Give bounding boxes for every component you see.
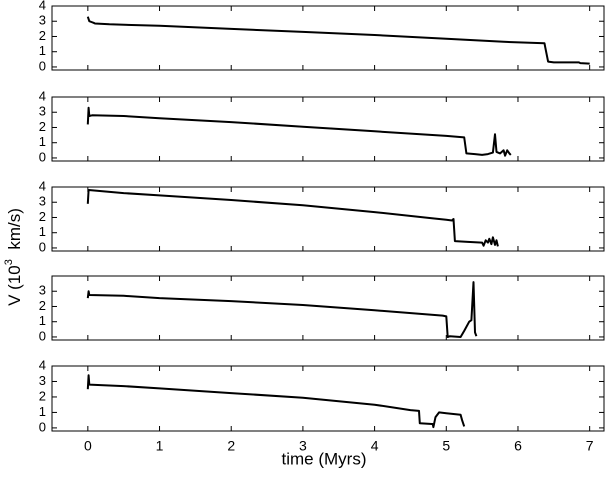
subplot-frame bbox=[51, 186, 605, 252]
y-tick-label: 2 bbox=[39, 388, 46, 403]
x-tick-labels: 0 1 2 3 4 5 6 7 bbox=[84, 438, 594, 454]
y-axis-label-suffix: km/s) bbox=[5, 208, 24, 259]
subplot-frame bbox=[51, 275, 605, 341]
x-axis-label: time (Myrs) bbox=[282, 449, 367, 468]
y-axis-label-prefix: V (10 bbox=[5, 265, 24, 306]
y-tick-label: 4 bbox=[39, 357, 46, 372]
y-axis-label: V (103 km/s) bbox=[3, 208, 25, 306]
y-tick-label: 0 bbox=[39, 149, 46, 164]
x-tick-label: 5 bbox=[442, 438, 450, 454]
y-tick-label: 0 bbox=[39, 419, 46, 434]
x-tick-label: 2 bbox=[227, 438, 235, 454]
y-tick-label: 2 bbox=[39, 28, 46, 43]
y-tick-label: 4 bbox=[39, 178, 46, 193]
y-tick-label: 4 bbox=[39, 0, 46, 12]
y-tick-label: 0 bbox=[39, 239, 46, 254]
series-line bbox=[86, 106, 512, 157]
x-tick-label: 1 bbox=[156, 438, 164, 454]
y-tick-label: 3 bbox=[39, 283, 46, 298]
y-tick-label: 1 bbox=[39, 224, 46, 239]
x-tick-label: 3 bbox=[299, 438, 307, 454]
y-tick-label: 1 bbox=[39, 404, 46, 419]
subplot-frame bbox=[51, 96, 605, 162]
y-tick-label: 0 bbox=[39, 58, 46, 73]
y-tick-label: 2 bbox=[39, 209, 46, 224]
x-tick-label: 7 bbox=[586, 438, 594, 454]
y-tick-label: 3 bbox=[39, 13, 46, 28]
y-tick-label: 4 bbox=[39, 88, 46, 103]
y-tick-label: 3 bbox=[39, 104, 46, 119]
y-tick-label: 1 bbox=[39, 134, 46, 149]
x-tick-label: 4 bbox=[371, 438, 379, 454]
series-line bbox=[86, 189, 499, 247]
y-tick-label: 3 bbox=[39, 373, 46, 388]
subplot-frame bbox=[51, 5, 605, 71]
x-tick-label: 6 bbox=[514, 438, 522, 454]
series-line bbox=[86, 374, 466, 429]
y-tick-label: 2 bbox=[39, 119, 46, 134]
y-tick-label: 2 bbox=[39, 298, 46, 313]
y-axis-label-exponent: 3 bbox=[3, 259, 15, 265]
x-tick-label: 0 bbox=[84, 438, 92, 454]
subplot-frame bbox=[51, 365, 605, 432]
y-tick-label: 0 bbox=[39, 328, 46, 343]
y-tick-label: 1 bbox=[39, 313, 46, 328]
y-tick-label: 3 bbox=[39, 194, 46, 209]
series-line bbox=[86, 16, 590, 65]
y-tick-label: 1 bbox=[39, 43, 46, 58]
series-line bbox=[86, 281, 478, 338]
